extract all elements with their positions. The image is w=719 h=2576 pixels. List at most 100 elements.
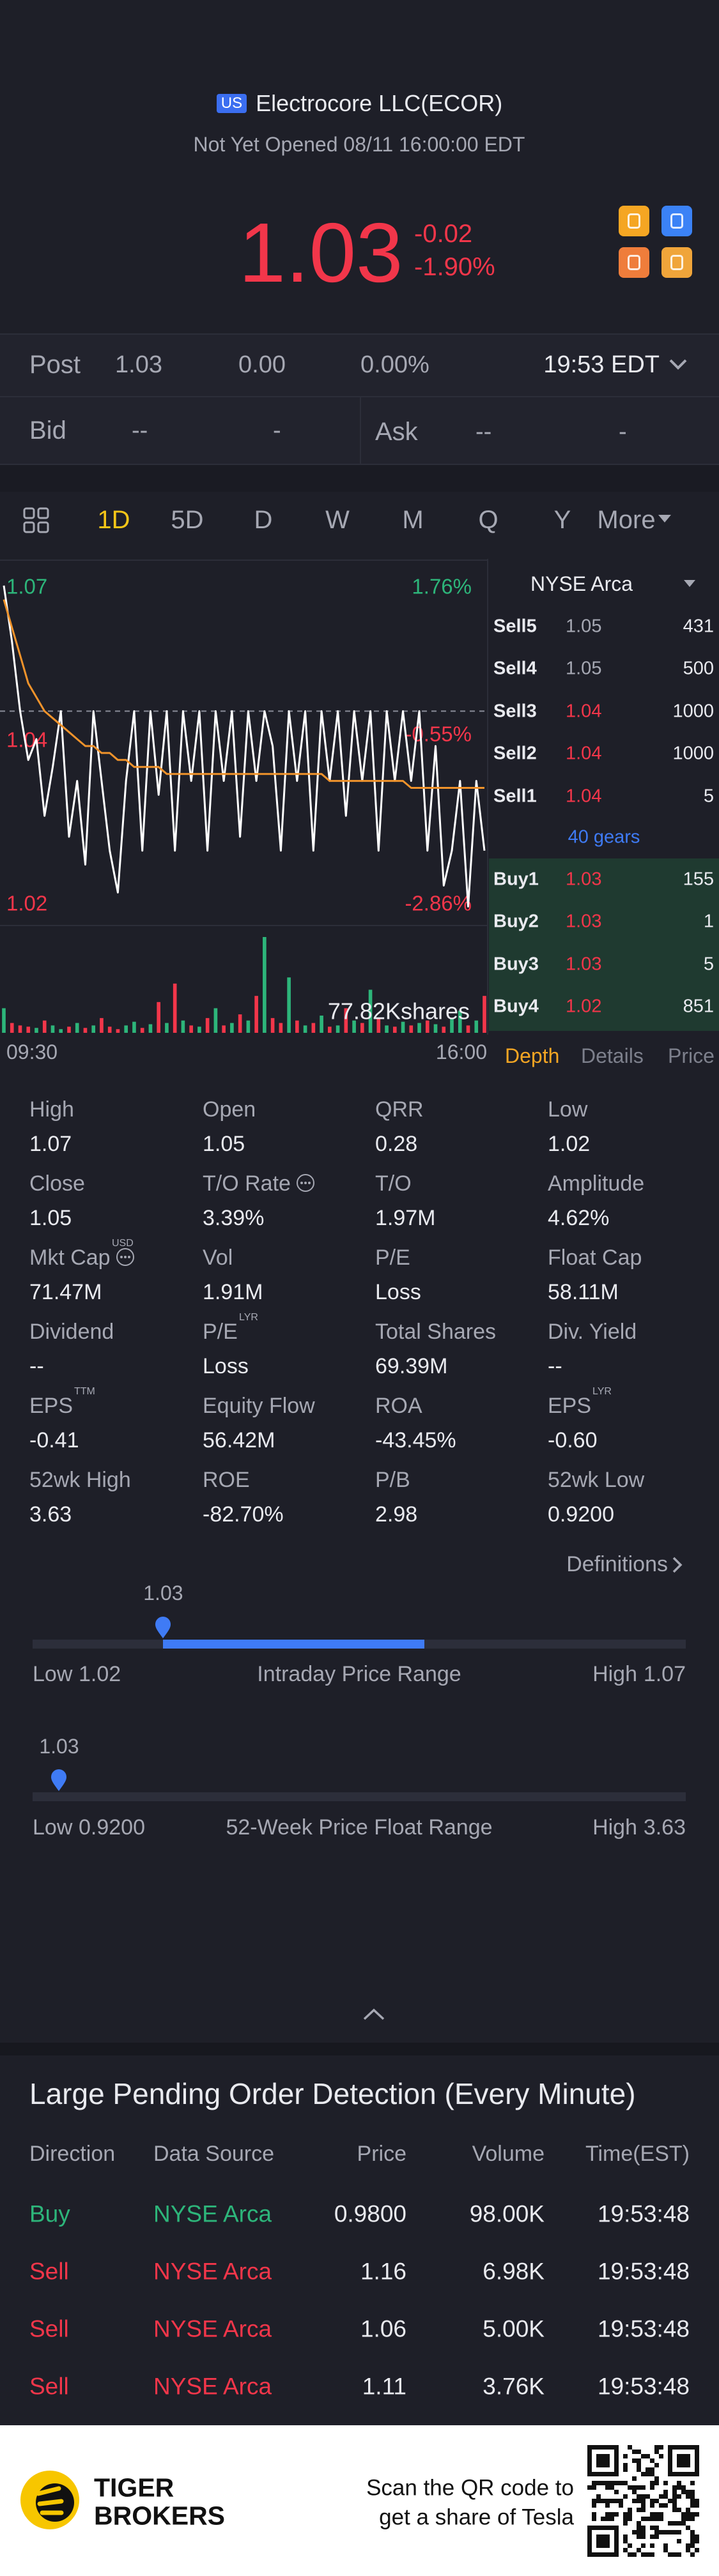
stat-label: QRR (375, 1097, 424, 1122)
volume-label: 77.82Kshares (328, 998, 470, 1025)
panel-tab[interactable]: Depth (505, 1044, 560, 1067)
book-price: 1.04 (566, 701, 602, 722)
period-tab[interactable]: 5D (171, 506, 204, 534)
stat-value: 1.05 (203, 1132, 245, 1156)
panel-tab[interactable]: Details (581, 1044, 644, 1067)
volume-bar (320, 1016, 323, 1033)
divider (0, 464, 719, 465)
info-icon (116, 1248, 134, 1266)
definitions-link[interactable]: Definitions (566, 1552, 668, 1576)
volume-bar (140, 1028, 144, 1033)
volume-bar (238, 1014, 242, 1033)
info-icon (297, 1174, 314, 1192)
period-tab[interactable]: M (402, 506, 424, 534)
volume-bar (474, 1020, 479, 1033)
book-level: Sell5 (493, 616, 537, 637)
stat-value: Loss (203, 1354, 249, 1378)
table-cell: 98.00K (469, 2200, 545, 2227)
volume-bar (425, 1020, 429, 1033)
stat-superscript: LYR (239, 1312, 258, 1323)
post-change-pct: 0.00% (360, 351, 429, 378)
feature-icon[interactable] (661, 247, 692, 278)
section-gap (0, 465, 719, 492)
range-title: 52-Week Price Float Range (226, 1815, 493, 1840)
volume-bar (442, 1026, 446, 1033)
post-time[interactable]: 19:53 EDT (543, 351, 660, 378)
icon-glyph (628, 213, 640, 229)
table-cell: 19:53:48 (597, 2373, 690, 2400)
stock-name: Electrocore LLC(ECOR) (256, 90, 503, 116)
feature-icon[interactable] (619, 206, 649, 236)
bid-ask-divider (360, 397, 361, 464)
stat-value: 4.62% (548, 1206, 610, 1230)
stat-label: P/E (203, 1320, 238, 1344)
period-tab[interactable]: D (254, 506, 273, 534)
book-price: 1.04 (566, 786, 602, 807)
volume-bar (401, 1021, 405, 1033)
panel-tab[interactable]: Price (668, 1044, 715, 1067)
stat-value: -- (548, 1354, 562, 1378)
stat-value: 58.11M (548, 1280, 619, 1304)
volume-bar (2, 1008, 6, 1033)
book-gears[interactable]: 40 gears (568, 827, 640, 848)
volume-bar (50, 1025, 55, 1033)
table-cell: Sell (29, 2373, 69, 2400)
bid-side-bg (489, 858, 719, 1031)
volume-bar (409, 1025, 414, 1033)
range-current: 1.03 (143, 1581, 183, 1604)
stat-value: 1.05 (29, 1206, 72, 1230)
info-dot (308, 1182, 311, 1184)
column-header: Data Source (153, 2142, 274, 2166)
feature-icon[interactable] (619, 247, 649, 278)
icon-cell (37, 507, 49, 519)
exchange-name[interactable]: NYSE Arca (530, 572, 633, 595)
volume-bar (246, 1020, 251, 1033)
volume-bar (189, 1025, 193, 1033)
period-tab[interactable]: 1D (97, 506, 130, 534)
volume-bar (35, 1028, 38, 1033)
stat-value: -0.60 (548, 1428, 598, 1452)
info-dot (124, 1256, 127, 1258)
price-line (3, 585, 486, 908)
stat-value: -43.45% (375, 1428, 456, 1452)
table-cell: 6.98K (483, 2258, 545, 2285)
volume-bar (368, 989, 373, 1033)
average-line (3, 599, 484, 789)
chevron-path (363, 2008, 385, 2020)
x-tick-label: 09:30 (6, 1040, 58, 1063)
stat-superscript: USD (112, 1238, 134, 1249)
price-change: -0.02 (414, 220, 473, 248)
feature-icon[interactable] (661, 206, 692, 236)
info-dot (120, 1256, 123, 1258)
period-tab[interactable]: W (325, 506, 350, 534)
volume-bar (83, 1028, 88, 1033)
volume-bar (100, 1017, 104, 1033)
period-tab[interactable]: Q (478, 506, 499, 534)
table-cell: 19:53:48 (597, 2200, 690, 2227)
book-size: 155 (683, 869, 714, 890)
book-size: 431 (683, 616, 714, 637)
stat-value: 56.42M (203, 1428, 275, 1452)
volume-bar (181, 1020, 185, 1033)
icon-cell (37, 521, 49, 533)
icon-cell (23, 521, 35, 533)
qr-modules (587, 2445, 699, 2557)
period-tab[interactable]: Y (553, 506, 571, 534)
table-cell: 0.9800 (334, 2200, 406, 2227)
volume-bar (132, 1021, 136, 1033)
icon-glyph (628, 255, 640, 270)
range-low-prefix: Low (33, 1815, 73, 1840)
logo-stripe (37, 2499, 64, 2506)
range-high: 1.07 (643, 1662, 686, 1686)
volume-bar (157, 1002, 160, 1033)
chevron-path (672, 1557, 683, 1573)
period-tab[interactable]: More (597, 506, 656, 534)
volume-bar (376, 1017, 381, 1033)
book-level: Sell3 (493, 701, 537, 722)
book-level: Sell1 (493, 786, 537, 807)
book-size: 1 (703, 911, 714, 932)
table-cell: 3.76K (483, 2373, 545, 2400)
stat-value: -82.70% (203, 1502, 284, 1527)
stat-label: Vol (203, 1246, 233, 1270)
collapse-chevron[interactable] (363, 2008, 385, 2020)
